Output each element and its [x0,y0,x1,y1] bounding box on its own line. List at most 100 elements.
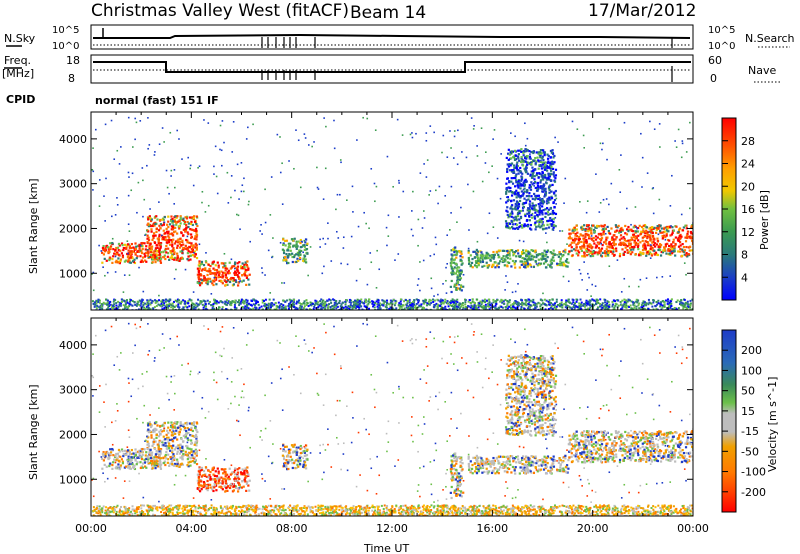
power-cell [677,307,680,310]
power-cell [193,250,196,253]
power-cell [451,307,454,310]
power-cell [303,260,306,263]
power-cell [442,283,444,285]
power-cell [543,168,547,171]
power-cell [148,307,151,310]
power-cell [247,267,250,270]
power-cell [127,116,130,119]
power-cell [112,248,115,251]
power-cell [584,235,587,238]
power-cell [518,226,521,229]
power-cell [523,187,526,190]
power-cell [578,302,581,305]
power-cell [236,267,239,270]
power-cell [636,242,640,245]
power-cell [140,249,143,252]
power-cell [114,299,117,302]
power-cell [176,239,179,242]
power-cell [542,151,546,154]
power-cell [303,300,306,303]
power-cell [233,306,236,309]
power-cell [333,303,336,306]
power-cell [543,166,546,169]
power-cell [497,262,501,265]
freq-panel: Freq. [MHz] 18 8 60 0 Nave [2,54,780,85]
power-cell [585,241,588,245]
power-cell [338,301,341,304]
power-cell [417,218,420,221]
power-cell [526,154,529,158]
power-cell [494,304,497,307]
power-cell [109,247,112,250]
power-cell [541,228,545,231]
power-cell [506,210,509,213]
power-cell [545,299,548,302]
power-cell [537,258,540,261]
power-cell [95,302,98,305]
power-cell [540,298,543,301]
power-cell [634,243,637,247]
power-cell [556,254,558,256]
power-cell [678,234,681,238]
y-tick-label: 1000 [59,267,87,280]
power-cell [455,302,458,305]
power-cell [252,303,255,306]
power-cell [115,251,119,254]
power-cell [522,151,525,154]
power-cell [167,215,170,218]
power-cell [386,155,389,158]
power-cell [582,255,585,258]
power-cell [518,199,522,203]
power-cell [648,227,651,230]
power-cell [509,249,512,252]
power-cell [595,303,598,306]
power-cell [484,254,487,257]
power-cell [676,308,679,310]
power-cell [114,271,117,273]
power-cell [364,298,367,301]
power-cell [511,249,514,252]
power-cell [670,305,673,308]
power-cell [527,198,530,201]
power-cell [529,205,532,208]
power-cell [547,263,550,266]
power-cell [231,265,234,268]
power-cell [563,303,566,306]
power-cell [216,192,219,195]
power-cell [553,154,556,158]
power-cell [618,238,622,241]
power-cell [513,262,516,265]
power-cell [376,249,378,252]
power-cell [140,243,143,246]
power-cell [585,233,588,236]
power-cell [261,267,263,269]
power-cell [550,224,553,228]
power-cell [102,266,104,269]
power-cell [501,299,504,302]
power-cell [517,301,520,304]
power-cell [548,219,551,222]
power-cell [510,162,514,165]
power-cell [547,226,551,229]
power-cell [161,127,164,129]
power-cell [187,156,190,159]
power-cell [182,306,185,309]
power-cell [524,303,527,306]
power-cell [517,181,520,185]
power-cell [511,291,514,294]
power-cell [165,169,168,172]
power-cell [585,211,588,214]
power-cell [455,252,459,255]
power-cell [683,253,686,256]
power-cell [538,197,541,200]
power-cell [101,307,104,310]
power-cell [457,129,459,132]
power-cell [516,169,519,172]
power-cell [613,306,616,309]
power-cell [363,211,365,214]
power-cell [177,238,180,241]
power-cell [579,298,582,301]
power-cell [222,262,225,265]
power-cell [670,225,672,227]
power-cell [589,252,592,255]
